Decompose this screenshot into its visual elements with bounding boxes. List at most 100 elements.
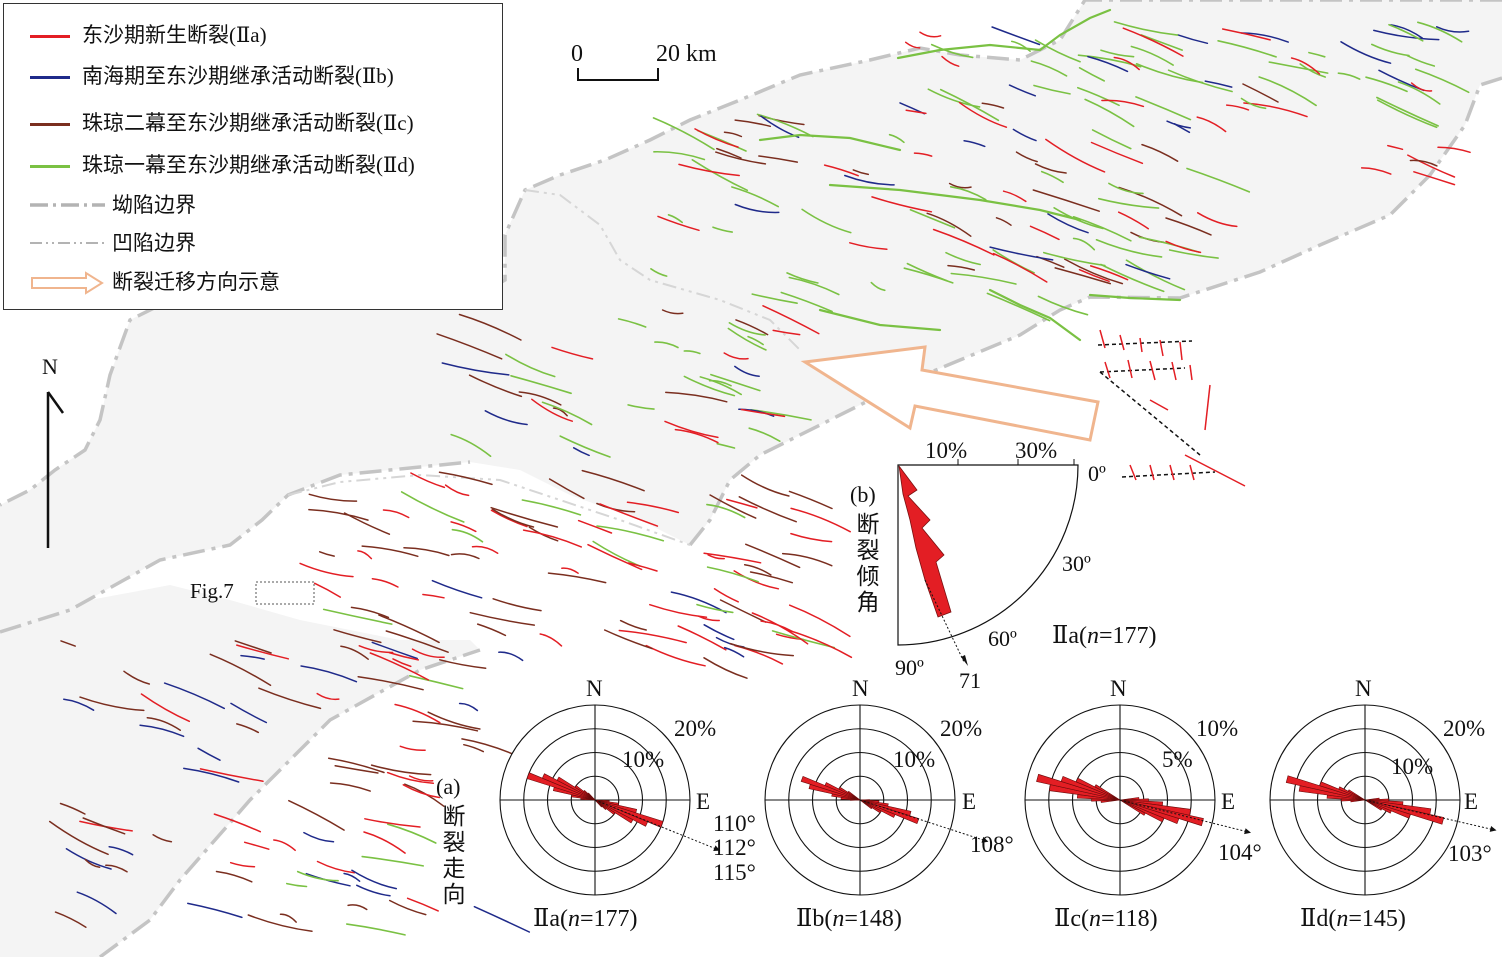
- fault-line: [258, 687, 322, 710]
- fault-line: [183, 767, 240, 783]
- fault-line: [708, 379, 732, 387]
- dip-vertical-label: 断裂倾角: [856, 512, 880, 615]
- fault-line: [745, 543, 801, 569]
- fault-line: [1047, 213, 1089, 234]
- fault-line: [48, 820, 109, 856]
- fault-line: [441, 362, 510, 376]
- fault-line: [581, 469, 645, 492]
- fault-line: [468, 374, 523, 398]
- fault-line: [492, 598, 542, 612]
- fault-line: [728, 322, 766, 336]
- fault-line: [871, 196, 933, 213]
- fault-line: [559, 435, 611, 458]
- fault-line: [723, 352, 749, 360]
- fault-line: [941, 55, 960, 67]
- rose-IIc-ring-outer: 10%: [1196, 716, 1239, 741]
- rose-petal: [850, 799, 861, 801]
- fault-line: [65, 848, 112, 870]
- fault-line: [870, 281, 886, 292]
- rose-IId-caption-n: n: [1336, 906, 1349, 932]
- fault-line: [596, 525, 665, 542]
- north-label: N: [42, 354, 58, 379]
- fault-line: [1101, 99, 1145, 108]
- fault-line: [988, 288, 1082, 342]
- rose-petal: [587, 792, 596, 801]
- rose-petal: [847, 790, 861, 801]
- rose-IIa-ring-inner: 10%: [622, 747, 665, 772]
- fault-line: [696, 603, 734, 614]
- fault-line: [903, 267, 954, 284]
- dip-rose: [897, 459, 1079, 666]
- fault-line: [1177, 34, 1209, 45]
- fault-line: [740, 474, 790, 497]
- fault-line: [548, 478, 585, 500]
- fault-line: [371, 641, 418, 660]
- legend-label-IIb: 南海期至东沙期继承活动断裂(Ⅱb): [82, 64, 394, 88]
- fault-line: [146, 716, 182, 731]
- fault-line: [1002, 190, 1027, 203]
- fault-line: [1012, 128, 1037, 142]
- rose-mean-line: [1119, 799, 1252, 834]
- scale-label-end: 20 km: [656, 41, 717, 67]
- fault-line: [1122, 27, 1184, 57]
- scale-bar: [577, 68, 659, 81]
- fault-line: [1417, 21, 1463, 43]
- fault-line: [63, 698, 95, 711]
- fault-line: [60, 640, 76, 647]
- fault-line: [279, 913, 297, 923]
- fault-line: [1371, 43, 1410, 57]
- dip-mean-arrow-icon: [961, 655, 968, 666]
- dip-panel-label: (b): [850, 482, 876, 507]
- fault-line: [1186, 167, 1251, 193]
- fault-line: [734, 119, 772, 128]
- fault-line: [197, 747, 221, 761]
- fault-line: [498, 651, 524, 662]
- fault-line: [729, 642, 795, 657]
- fault-line: [995, 217, 1012, 226]
- legend-swatch-IIb: [30, 76, 70, 79]
- fault-line: [356, 884, 391, 897]
- fault-line: [247, 914, 313, 932]
- fig7-label: Fig.7: [190, 579, 234, 603]
- fault-line: [1166, 120, 1192, 129]
- fault-line: [780, 291, 833, 313]
- fault-line: [1084, 98, 1135, 128]
- north-arrow-icon: [46, 391, 65, 548]
- fault-line: [1196, 116, 1227, 133]
- fault-line: [82, 817, 126, 835]
- rose-IIa-north: N: [586, 676, 603, 701]
- rose-mean-line: [859, 799, 989, 843]
- fault-line: [1030, 60, 1068, 77]
- fault-line: [240, 654, 265, 660]
- fault-line: [849, 242, 888, 250]
- fault-line: [444, 484, 470, 497]
- fault-line: [667, 214, 683, 224]
- rose-IId-dir-1: 103°: [1448, 841, 1492, 866]
- fault-line: [649, 603, 708, 618]
- fault-line: [1113, 21, 1179, 36]
- legend-label-depression: 坳陷边界: [112, 193, 196, 217]
- fault-line: [229, 861, 256, 868]
- fault-line: [788, 629, 853, 659]
- fault-line: [1268, 61, 1329, 74]
- rose-IIa-ring-outer: 20%: [674, 716, 717, 741]
- fault-line: [992, 252, 1048, 283]
- fault-line: [627, 404, 655, 410]
- rose-IIa-caption: Ⅱa(n=177): [533, 907, 638, 931]
- fault-line: [758, 133, 902, 152]
- rose-IIc-caption-n: n: [1088, 906, 1101, 932]
- fault-line: [510, 375, 572, 395]
- fault-line: [945, 251, 981, 266]
- fault-line: [140, 693, 191, 723]
- fault-line: [958, 101, 1008, 128]
- fault-line: [327, 757, 385, 774]
- fault-line: [678, 163, 740, 177]
- fault-line: [1043, 251, 1106, 267]
- fault-line: [661, 309, 684, 315]
- dip-angle-90: 90º: [895, 655, 924, 680]
- rose-IIb-ring-inner: 10%: [893, 747, 936, 772]
- fault-line: [905, 109, 927, 115]
- fault-line: [904, 41, 921, 49]
- fault-line: [888, 133, 905, 144]
